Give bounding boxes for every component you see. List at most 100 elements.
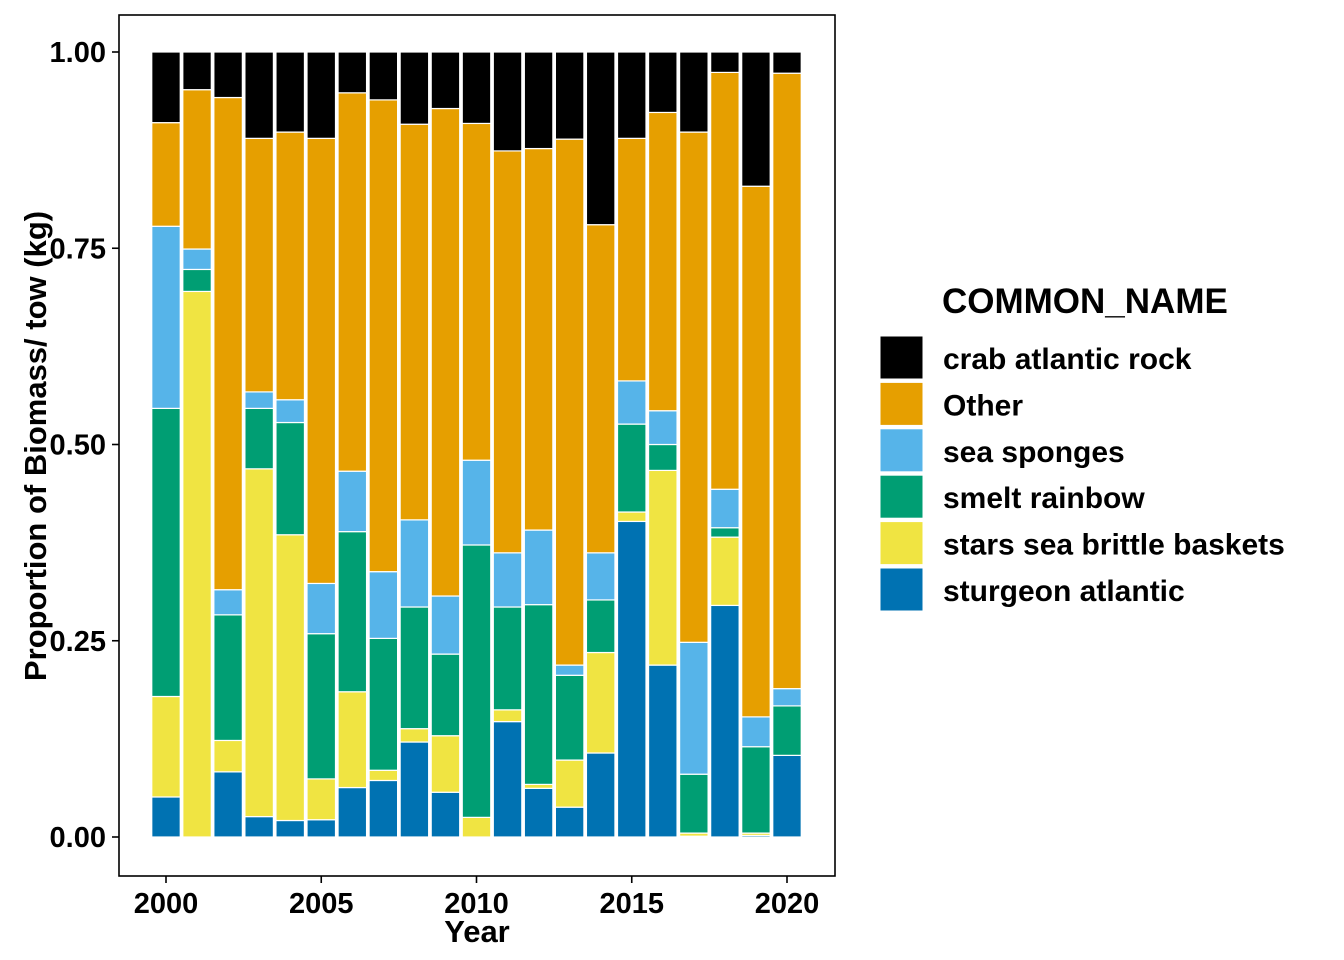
legend: COMMON_NAME crab atlantic rock Other sea s… [879,282,1285,612]
bar-segment-crab-atlantic-rock-2014 [585,51,616,226]
bar-segment-stars-sea-brittle-baskets-2008 [399,728,430,743]
y-tick-label-0.75: 0.75 [50,233,106,265]
legend-key-other [879,381,924,426]
bar-segment-smelt-rainbow-2006 [337,531,368,693]
bar-segment-other-2011 [492,150,523,554]
bar-segment-sea-sponges-2017 [678,641,709,775]
bar-segment-sturgeon-atlantic-2009 [430,791,461,838]
bar-segment-other-2018 [710,71,740,490]
bar-segment-smelt-rainbow-2014 [585,599,616,654]
legend-key-sea-sponges [879,428,924,473]
y-tick-label-0.00: 0.00 [50,822,106,854]
bar-segment-other-2003 [244,137,274,393]
legend-label-sturgeon-atlantic: sturgeon atlantic [943,575,1185,608]
bar-segment-crab-atlantic-rock-2002 [213,51,243,99]
bar-segment-sturgeon-atlantic-2014 [585,752,616,838]
legend-title: COMMON_NAME [942,282,1228,321]
bar-segment-sea-sponges-2003 [244,391,274,409]
bar-segment-stars-sea-brittle-baskets-2004 [275,534,306,822]
bar-segment-smelt-rainbow-2011 [492,606,523,711]
legend-label-sea-sponges: sea sponges [943,436,1125,469]
bar-segment-sea-sponges-2008 [399,519,430,608]
bar-segment-sturgeon-atlantic-2000 [151,796,181,838]
bar-segment-smelt-rainbow-2019 [741,746,771,834]
legend-label-smelt-rainbow: smelt rainbow [943,482,1145,515]
bar-segment-other-2017 [678,131,709,643]
bar-segment-smelt-rainbow-2002 [213,614,243,742]
bar-segment-stars-sea-brittle-baskets-2006 [337,691,368,789]
bar-segment-sea-sponges-2018 [710,488,740,529]
bar-segment-sturgeon-atlantic-2002 [213,771,243,838]
bar-segment-other-2007 [368,99,399,573]
bar-segment-other-2004 [275,131,306,401]
bar-segment-other-2006 [337,92,368,472]
x-tick-label-2000: 2000 [134,888,199,920]
bar-segment-crab-atlantic-rock-2019 [741,51,771,187]
legend-key-stars-sea-brittle-baskets [879,521,924,566]
bar-segment-sea-sponges-2020 [772,688,802,707]
bar-segment-crab-atlantic-rock-2000 [151,51,181,124]
bar-segment-crab-atlantic-rock-2005 [306,51,337,139]
x-tick-label-2015: 2015 [599,888,664,920]
bar-segment-smelt-rainbow-2001 [182,268,212,293]
bar-segment-sea-sponges-2015 [616,380,647,425]
bar-segment-sea-sponges-2002 [213,589,243,616]
bar-segment-sturgeon-atlantic-2004 [275,819,306,838]
bar-segment-crab-atlantic-rock-2018 [710,51,740,74]
bar-segment-crab-atlantic-rock-2009 [430,51,461,110]
bar-segment-sea-sponges-2014 [585,552,616,601]
bar-segment-other-2009 [430,107,461,597]
bar-segment-stars-sea-brittle-baskets-2016 [647,469,678,666]
bar-segment-sturgeon-atlantic-2008 [399,741,430,838]
y-tick-label-1.00: 1.00 [50,37,106,69]
legend-label-other: Other [943,389,1023,422]
bar-segment-stars-sea-brittle-baskets-2002 [213,739,243,773]
bar-segment-sturgeon-atlantic-2012 [523,787,554,838]
bar-segment-sea-sponges-2016 [647,410,678,446]
legend-key-crab-atlantic-rock [879,335,924,380]
bar-segment-crab-atlantic-rock-2008 [399,51,430,125]
bar-segment-sea-sponges-2007 [368,571,399,639]
bar-segment-stars-sea-brittle-baskets-2015 [616,511,647,523]
bar-segment-smelt-rainbow-2009 [430,653,461,737]
x-axis-title: Year [444,914,510,949]
bar-segment-sturgeon-atlantic-2007 [368,779,399,838]
bar-segment-sturgeon-atlantic-2015 [616,520,647,838]
bar-segment-crab-atlantic-rock-2016 [647,51,678,114]
legend-key-sturgeon-atlantic [879,567,924,612]
bar-segment-smelt-rainbow-2012 [523,604,554,786]
bar-segment-sea-sponges-2012 [523,529,554,606]
bar-segment-sea-sponges-2004 [275,399,306,424]
bar-segment-smelt-rainbow-2013 [554,674,585,761]
bar-segment-crab-atlantic-rock-2011 [492,51,523,152]
bar-segment-sturgeon-atlantic-2003 [244,815,274,838]
bar-segment-smelt-rainbow-2010 [461,544,492,818]
bar-segment-sea-sponges-2011 [492,552,523,608]
bar-segment-stars-sea-brittle-baskets-2013 [554,759,585,808]
x-tick-label-2010: 2010 [444,888,509,920]
bar-segment-smelt-rainbow-2007 [368,637,399,771]
y-tick-label-0.50: 0.50 [50,430,106,462]
bar-segment-stars-sea-brittle-baskets-2009 [430,735,461,793]
bar-segment-stars-sea-brittle-baskets-2001 [182,290,212,838]
bar-segment-smelt-rainbow-2005 [306,633,337,780]
bar-segment-smelt-rainbow-2016 [647,443,678,472]
bar-segment-sturgeon-atlantic-2006 [337,786,368,838]
legend-key-smelt-rainbow [879,474,924,519]
bar-segment-stars-sea-brittle-baskets-2010 [461,816,492,838]
bar-segment-other-2013 [554,138,585,666]
bar-segment-stars-sea-brittle-baskets-2014 [585,651,616,754]
bar-segment-smelt-rainbow-2004 [275,421,306,536]
bar-segment-sturgeon-atlantic-2020 [772,754,802,838]
y-axis-title: Proportion of Biomass/ tow (kg) [18,211,53,681]
bar-segment-other-2012 [523,147,554,531]
x-tick-label-2020: 2020 [755,888,820,920]
bar-segment-sea-sponges-2006 [337,470,368,533]
bar-segment-other-2000 [151,122,181,227]
bar-segment-smelt-rainbow-2017 [678,773,709,834]
bar-segment-stars-sea-brittle-baskets-2018 [710,536,740,607]
x-tick-label-2005: 2005 [289,888,354,920]
bar-segment-smelt-rainbow-2003 [244,407,274,470]
x-axis: 2000 2005 2010 2015 2020 [134,876,820,920]
bar-segment-other-2010 [461,122,492,461]
